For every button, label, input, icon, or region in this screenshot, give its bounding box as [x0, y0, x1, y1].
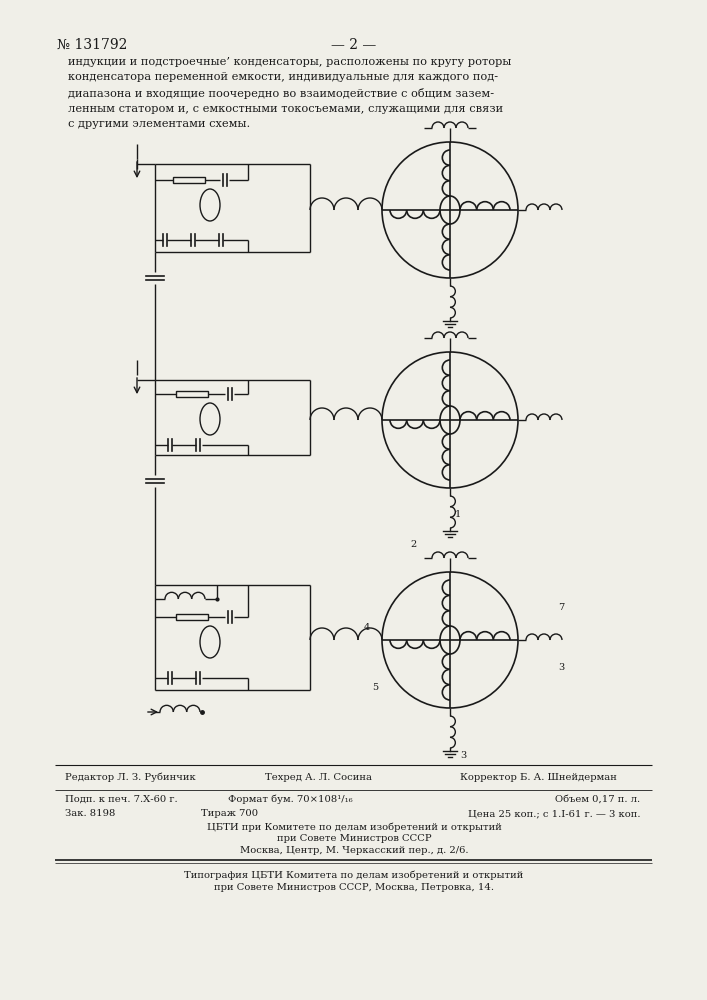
Text: Формат бум. 70×108¹/₁₆: Формат бум. 70×108¹/₁₆ — [228, 795, 352, 804]
Text: Техред А. Л. Сосина: Техред А. Л. Сосина — [265, 773, 372, 782]
Text: 2: 2 — [410, 540, 416, 549]
Bar — [176, 391, 208, 397]
Text: 1: 1 — [455, 510, 461, 519]
Text: Корректор Б. А. Шнейдерман: Корректор Б. А. Шнейдерман — [460, 773, 617, 782]
Text: индукции и подстроечные’ конденсаторы, расположены по кругу роторы: индукции и подстроечные’ конденсаторы, р… — [68, 57, 511, 67]
Text: диапазона и входящие поочередно во взаимодействие с общим зазем-: диапазона и входящие поочередно во взаим… — [68, 88, 494, 99]
Text: Объем 0,17 п. л.: Объем 0,17 п. л. — [555, 795, 640, 804]
Text: ленным статором и, с емкостными токосъемами, служащими для связи: ленным статором и, с емкостными токосъем… — [68, 104, 503, 113]
Text: — 2 —: — 2 — — [332, 38, 377, 52]
Text: Типография ЦБТИ Комитета по делам изобретений и открытий: Типография ЦБТИ Комитета по делам изобре… — [185, 870, 524, 880]
Text: Подп. к печ. 7.Х-60 г.: Подп. к печ. 7.Х-60 г. — [65, 795, 177, 804]
Text: 5: 5 — [372, 683, 378, 692]
Text: 3: 3 — [460, 751, 466, 760]
Text: Тираж 700: Тираж 700 — [201, 809, 259, 818]
Text: Редактор Л. З. Рубинчик: Редактор Л. З. Рубинчик — [65, 773, 196, 782]
Text: с другими элементами схемы.: с другими элементами схемы. — [68, 119, 250, 129]
Text: Москва, Центр, М. Черкасский пер., д. 2/6.: Москва, Центр, М. Черкасский пер., д. 2/… — [240, 846, 468, 855]
Text: при Совете Министров СССР, Москва, Петровка, 14.: при Совете Министров СССР, Москва, Петро… — [214, 883, 494, 892]
Text: конденсатора переменной емкости, индивидуальные для каждого под-: конденсатора переменной емкости, индивид… — [68, 73, 498, 83]
Text: Зак. 8198: Зак. 8198 — [65, 809, 115, 818]
Text: при Совете Министров СССР: при Совете Министров СССР — [276, 834, 431, 843]
Text: 7: 7 — [558, 603, 564, 612]
Bar — [176, 614, 208, 620]
Text: № 131792: № 131792 — [57, 38, 127, 52]
Text: ЦБТИ при Комитете по делам изобретений и открытий: ЦБТИ при Комитете по делам изобретений и… — [206, 822, 501, 832]
Text: 3: 3 — [558, 663, 564, 672]
Text: Цена 25 коп.; с 1.I-61 г. — 3 коп.: Цена 25 коп.; с 1.I-61 г. — 3 коп. — [467, 809, 640, 818]
Text: 4: 4 — [364, 623, 370, 632]
Bar — [173, 177, 205, 183]
